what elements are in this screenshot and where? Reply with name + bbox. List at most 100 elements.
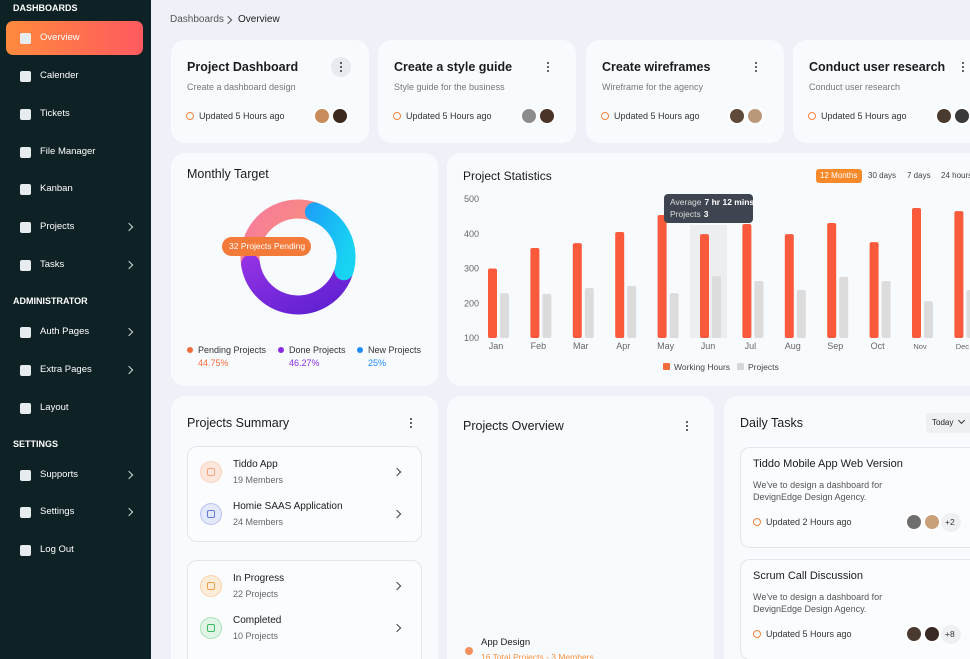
dot [340,66,343,69]
dot [686,425,689,428]
menu-button[interactable] [677,416,697,436]
extra-count-text: +8 [945,629,955,640]
tab[interactable]: 7 days [907,171,931,180]
tooltip-value: 3 [704,209,709,219]
menu-item: Supports [40,469,79,481]
menu-item: Settings [40,506,75,518]
menu-icon[interactable] [20,545,31,556]
avatar [728,107,746,125]
summary-group [187,560,422,659]
menu-icon[interactable] [20,184,31,195]
task-description: We've to design a dashboard for DevignEd… [753,592,883,614]
menu-item: Extra Pages [40,364,92,376]
menu-icon[interactable] [20,403,31,414]
item-name: Tiddo App [233,459,278,470]
tooltip-label: Average [670,197,702,207]
menu-button[interactable] [401,413,421,433]
menu-button[interactable] [953,57,970,77]
bar [700,234,709,338]
avatar [746,107,764,125]
menu-icon[interactable] [20,327,31,338]
y-tick-label: 300 [464,264,479,274]
bar [669,293,679,338]
menu-icon[interactable] [20,260,31,271]
section-title: DASHBOARDS [13,2,78,13]
menu-item: File Manager [40,146,96,158]
menu-item: Calender [40,70,79,82]
projects-overview-card [447,396,714,659]
menu-button[interactable] [538,57,558,77]
tab[interactable]: 30 days [868,171,897,180]
tab[interactable]: 24 hours [941,171,970,180]
menu-item: Tasks [40,259,65,271]
item-detail: 19 Members [233,474,284,485]
menu-icon[interactable] [20,222,31,233]
item-detail: 16 Total Projects - 3 Members [481,651,594,659]
bar [572,243,582,338]
active-tab[interactable] [816,169,862,183]
dot [547,66,550,69]
dot [340,62,343,65]
item-dot [465,647,473,655]
card-title: Conduct user research [809,59,946,74]
updated-text: Updated 5 Hours ago [614,110,700,121]
bar [912,208,921,338]
item-icon [200,503,222,525]
donut-segment [240,199,356,315]
tab[interactable]: 12 Months [820,171,858,180]
menu-icon[interactable] [20,109,31,120]
card-title: Project Statistics [463,169,552,183]
task-title: Tiddo Mobile App Web Version [753,457,903,470]
tooltip-text: Average 7 hr 12 mins [670,197,754,207]
menu-icon[interactable] [20,147,31,158]
task-card [740,447,970,548]
menu-icon[interactable] [20,470,31,481]
bar [542,293,552,338]
legend-dot [187,347,193,353]
legend-dot [278,347,284,353]
card-subtitle: Style guide for the business [394,81,505,92]
project-card [378,40,576,143]
card-title: Project Dashboard [187,59,299,74]
menu-button[interactable] [331,57,351,77]
graphic: 100 200 300 400 500 Jan Feb Mar Apr May Jun Jul Aug S… [464,194,970,372]
legend-label: Pending Projects [198,344,267,355]
extra-count [941,513,961,532]
dot [962,62,965,65]
avatar [538,107,556,125]
menu-icon[interactable] [20,71,31,82]
bar [500,293,509,338]
project-card [586,40,784,143]
menu-icon[interactable] [20,507,31,518]
x-tick-label: Sep [827,341,843,351]
avatar [313,107,331,125]
badge-text: 32 Projects Pending [229,241,306,252]
filter-dropdown[interactable] [926,413,970,433]
card-title: Monthly Target [187,166,269,181]
item-glyph [207,468,215,476]
item-icon [200,461,222,483]
x-tick-label: Jul [745,341,757,351]
filter-label: Today [932,418,954,427]
bar [784,234,794,338]
dot [547,62,550,65]
bar [839,276,849,338]
legend-swatch [737,363,744,370]
menu-button[interactable] [746,57,766,77]
dot [755,70,758,73]
menu-icon[interactable] [20,365,31,376]
x-tick-label: Aug [785,341,801,351]
item-icon [200,575,222,597]
legend-value: 25% [368,357,387,368]
x-tick-label: Jun [701,341,716,351]
item-glyph [207,624,215,632]
task-description: We've to design a dashboard for DevignEd… [753,480,883,502]
bar [615,232,625,338]
legend-label: Projects [748,362,779,372]
bar [881,281,891,338]
legend-label: New Projects [368,344,422,355]
bar [657,214,667,338]
card-title: Projects Summary [187,415,290,430]
menu-icon[interactable] [20,33,31,44]
